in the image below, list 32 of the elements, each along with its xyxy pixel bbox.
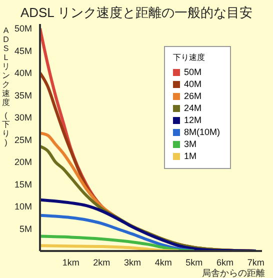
x-tick-label: 7km	[247, 257, 264, 268]
legend-label: 8M(10M)	[184, 126, 220, 138]
legend-label: 12M	[184, 114, 202, 126]
y-tick-label: 15M	[14, 179, 32, 190]
x-tick-label: 3km	[124, 257, 142, 268]
y-tick-label: 40M	[14, 68, 32, 78]
text: ADSLリンク速度 (下り)	[2, 26, 10, 147]
x-tick-label: 2km	[93, 257, 110, 268]
legend-label: 3M	[184, 138, 196, 150]
line-series	[40, 234, 196, 251]
legend-title: 下り速度	[172, 52, 206, 63]
legend-label: 50M	[184, 66, 202, 78]
legend-label: 1M	[184, 150, 196, 162]
x-tick-label: 5km	[186, 257, 203, 268]
y-tick-label: 30M	[14, 112, 32, 123]
legend-label: 40M	[184, 78, 202, 90]
x-tick-label: 1km	[62, 257, 80, 268]
x-tick-label: 6km	[216, 257, 234, 268]
chart-title: ADSL リンク速度と距離の一般的な目安	[19, 4, 254, 22]
y-tick-label: 10M	[14, 202, 32, 212]
y-tick-label: 5M	[19, 224, 32, 234]
y-tick-label: 50M	[14, 24, 32, 34]
line-series	[40, 198, 258, 251]
y-tick-label: 25M	[14, 134, 32, 145]
legend-label: 26M	[184, 90, 202, 102]
y-tick-label: 45M	[14, 46, 32, 56]
legend-label: 24M	[184, 102, 202, 114]
y-tick-label: 20M	[14, 157, 32, 168]
x-axis-title: 局舎からの距離	[202, 268, 265, 278]
y-tick-label: 35M	[14, 90, 32, 100]
x-tick-label: 4km	[154, 257, 172, 268]
line-series	[40, 214, 196, 251]
